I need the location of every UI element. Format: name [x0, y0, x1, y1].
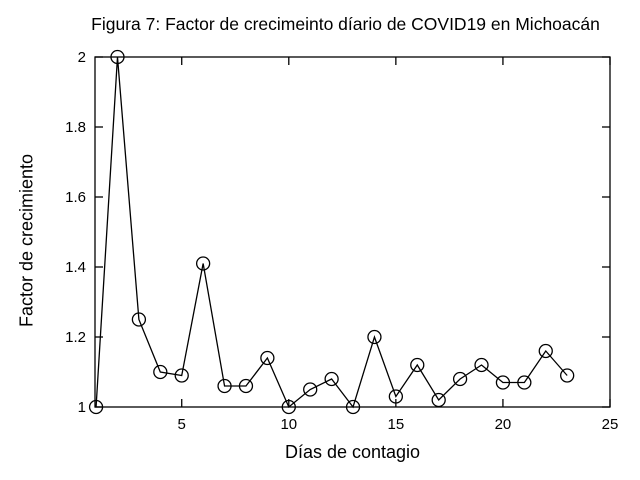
data-point — [452, 371, 468, 387]
x-tick-label: 15 — [388, 416, 405, 433]
y-tick-label: 1.2 — [65, 329, 86, 346]
x-tick-label: 5 — [178, 416, 186, 433]
data-point — [538, 343, 553, 359]
data-point — [260, 350, 275, 366]
x-tick-label: 25 — [602, 416, 619, 433]
y-tick-label: 1.8 — [65, 119, 86, 136]
data-point — [174, 368, 189, 383]
x-axis-label: Días de contagio — [284, 442, 421, 462]
data-point — [88, 399, 104, 415]
data-point — [324, 371, 339, 387]
data-point — [495, 375, 511, 390]
y-tick-label: 1.4 — [65, 259, 86, 276]
y-tick-label: 1.6 — [65, 189, 86, 206]
data-point — [153, 364, 168, 380]
y-tick-label: 2 — [78, 49, 86, 66]
x-tick-label: 10 — [280, 416, 297, 433]
data-point — [474, 357, 489, 373]
chart-title: Figura 7: Factor de crecimeinto díario d… — [91, 14, 600, 34]
y-axis-label: Factor de crecimiento — [16, 153, 37, 328]
data-point — [303, 382, 318, 397]
data-point — [517, 375, 532, 390]
plot-border — [94, 56, 611, 408]
data-line — [95, 56, 568, 409]
data-point — [560, 368, 575, 383]
data-point — [281, 399, 296, 415]
data-point — [238, 378, 254, 394]
data-point — [410, 357, 425, 373]
data-point — [110, 49, 125, 65]
data-point — [431, 392, 446, 408]
data-point — [345, 399, 361, 415]
x-tick-label: 20 — [495, 416, 512, 433]
data-point — [367, 329, 382, 345]
data-point — [217, 378, 232, 394]
data-point — [195, 256, 211, 271]
data-point — [388, 389, 404, 404]
data-point — [131, 312, 147, 327]
y-tick-label: 1 — [78, 399, 86, 416]
